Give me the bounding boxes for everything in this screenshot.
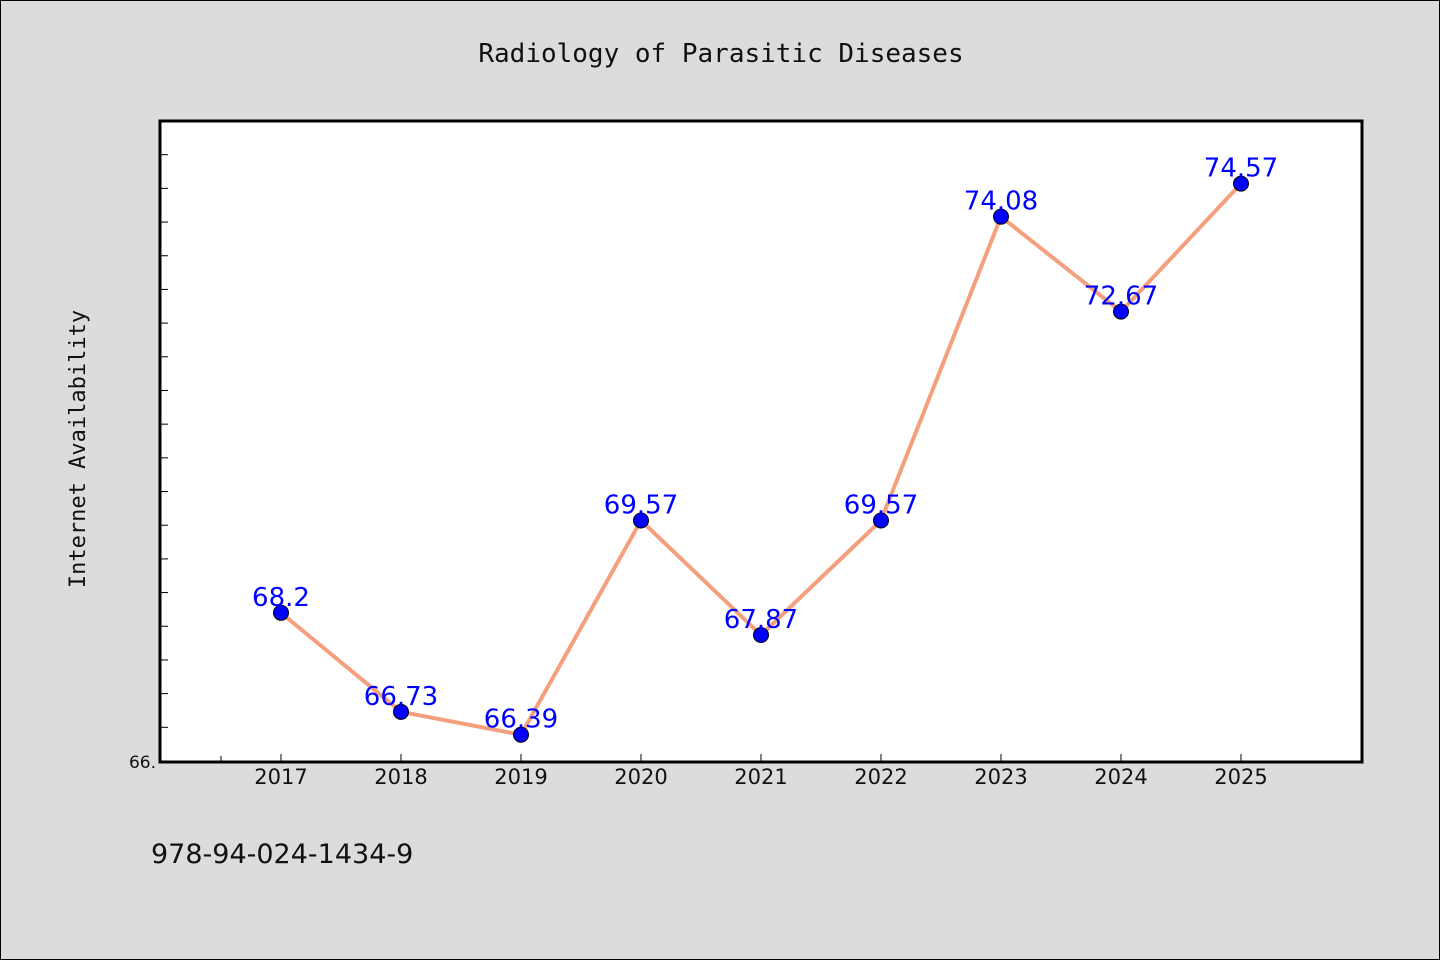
x-tick-label: 2023 — [974, 765, 1027, 789]
x-tick-label: 2021 — [734, 765, 787, 789]
y-axis-ticks — [161, 120, 168, 762]
data-point-marker — [993, 208, 1009, 225]
data-label: 67.87 — [724, 605, 798, 635]
data-label: 69.57 — [604, 490, 678, 520]
x-tick-label: 2020 — [614, 765, 667, 789]
data-label: 74.08 — [964, 187, 1038, 217]
series-markers-group — [273, 175, 1249, 743]
data-point-marker — [753, 627, 769, 644]
x-tick-label: 2018 — [374, 765, 427, 789]
y-tick-label: 66. — [129, 753, 156, 773]
x-tick-label: 2019 — [494, 765, 547, 789]
x-tick-label: 2022 — [854, 765, 907, 789]
data-point-marker — [393, 703, 409, 720]
data-label: 74.57 — [1204, 154, 1278, 184]
x-tick-label: 2017 — [254, 765, 307, 789]
data-point-marker — [1113, 303, 1129, 320]
data-label: 66.73 — [364, 682, 438, 712]
data-point-marker — [273, 604, 289, 621]
chart-title: Radiology of Parasitic Diseases — [478, 39, 963, 69]
data-point-marker — [873, 512, 889, 529]
data-point-marker — [1233, 175, 1249, 192]
data-label: 69.57 — [844, 490, 918, 520]
data-point-marker — [513, 726, 529, 743]
data-label: 72.67 — [1084, 282, 1158, 312]
y-axis-label: Internet Availability — [66, 310, 91, 588]
plot-area — [158, 119, 1364, 764]
data-labels-group: 68.2 66.73 66.39 69.57 67.87 69.57 74.08 72.67 7… — [252, 154, 1278, 735]
x-axis-ticks: 2017 2018 2019 2020 2021 2022 2023 2024 2025 — [220, 754, 1268, 789]
data-label: 68.2 — [252, 583, 310, 613]
x-tick-label: 2025 — [1214, 765, 1267, 789]
data-point-marker — [633, 512, 649, 529]
data-label: 66.39 — [484, 705, 558, 735]
x-tick-label: 2024 — [1094, 765, 1147, 789]
isbn-footer: 978-94-024-1434-9 — [151, 839, 413, 870]
